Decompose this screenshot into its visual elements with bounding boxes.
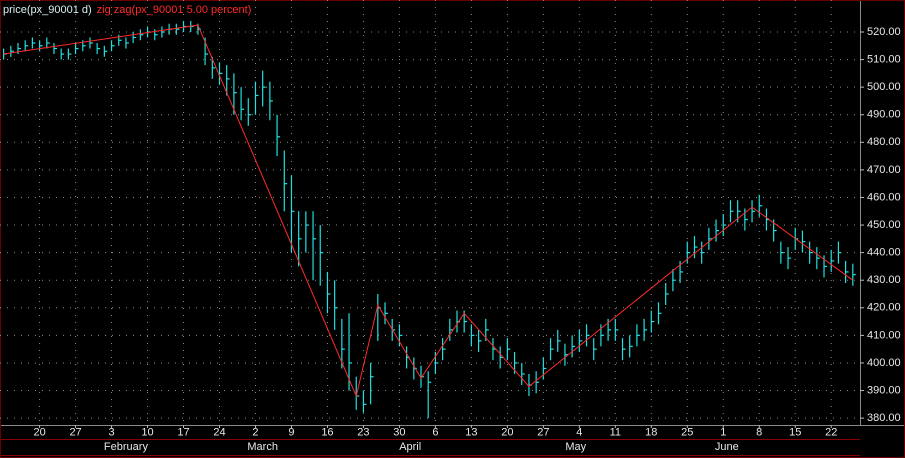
x-tick-label: 13	[465, 426, 477, 438]
y-tick-label: 380.00	[867, 412, 901, 424]
month-label: June	[715, 441, 739, 453]
x-tick-label: 20	[33, 426, 45, 438]
x-tick-label: 16	[321, 426, 333, 438]
x-tick-label: 27	[537, 426, 549, 438]
x-tick-label: 8	[756, 426, 762, 438]
month-label: February	[104, 441, 149, 453]
legend-entry: price(px_90001 d)	[3, 4, 92, 16]
zigzag-line	[3, 24, 854, 398]
y-tick-label: 430.00	[867, 274, 901, 286]
x-tick-label: 1	[720, 426, 726, 438]
y-tick-label: 400.00	[867, 357, 901, 369]
y-tick-label: 410.00	[867, 329, 901, 341]
y-tick-label: 440.00	[867, 247, 901, 259]
x-tick-label: 25	[681, 426, 693, 438]
x-tick-label: 9	[288, 426, 294, 438]
x-tick-label: 17	[177, 426, 189, 438]
x-tick-label: 4	[576, 426, 582, 438]
x-tick-label: 2	[252, 426, 258, 438]
x-tick-label: 22	[825, 426, 837, 438]
y-tick-label: 450.00	[867, 219, 901, 231]
x-tick-label: 24	[213, 426, 225, 438]
y-tick-label: 390.00	[867, 384, 901, 396]
month-label: March	[247, 441, 278, 453]
x-tick-label: 30	[393, 426, 405, 438]
x-tick-label: 23	[357, 426, 369, 438]
y-tick-label: 520.00	[867, 26, 901, 38]
y-tick-label: 470.00	[867, 164, 901, 176]
x-tick-label: 18	[645, 426, 657, 438]
x-tick-label: 3	[108, 426, 114, 438]
y-tick-label: 420.00	[867, 302, 901, 314]
x-tick-label: 15	[789, 426, 801, 438]
x-tick-label: 20	[501, 426, 513, 438]
y-tick-label: 490.00	[867, 109, 901, 121]
x-tick-label: 11	[610, 426, 621, 438]
y-tick-label: 460.00	[867, 191, 901, 203]
y-tick-label: 510.00	[867, 53, 901, 65]
y-tick-label: 500.00	[867, 81, 901, 93]
month-label: April	[399, 441, 421, 453]
x-tick-label: 6	[432, 426, 438, 438]
y-tick-label: 480.00	[867, 136, 901, 148]
x-tick-label: 27	[69, 426, 81, 438]
month-label: May	[565, 441, 586, 453]
x-tick-label: 10	[141, 426, 153, 438]
legend-entry: zig zag(px_90001 5.00 percent)	[97, 4, 252, 16]
